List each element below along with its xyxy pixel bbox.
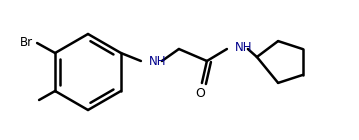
Text: NH: NH — [235, 40, 252, 53]
Text: NH: NH — [149, 54, 167, 67]
Text: Br: Br — [20, 36, 33, 48]
Text: O: O — [195, 87, 205, 100]
